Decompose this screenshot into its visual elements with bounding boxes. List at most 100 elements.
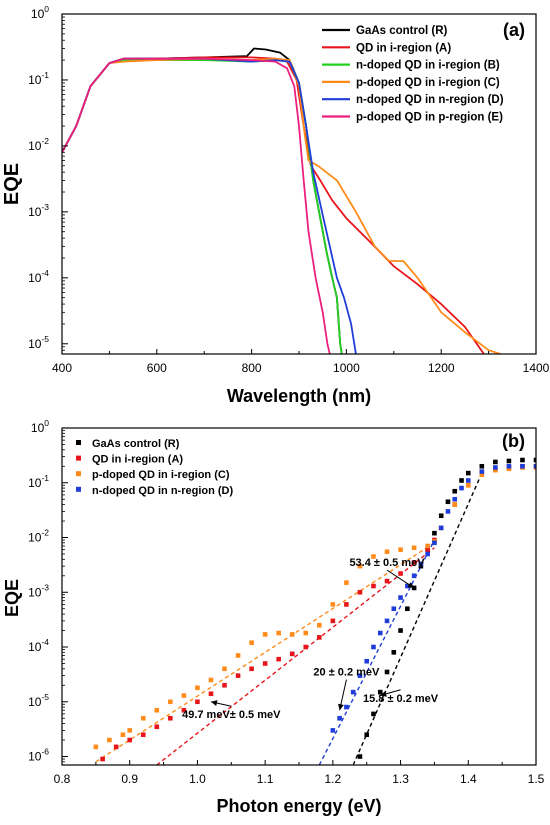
data-point-3-10 bbox=[398, 595, 403, 600]
data-point-3-8 bbox=[384, 618, 390, 624]
data-point-3-21 bbox=[479, 469, 485, 474]
data-point-0-4 bbox=[384, 669, 390, 675]
data-point-0-8 bbox=[411, 585, 417, 591]
data-point-1-24 bbox=[425, 547, 430, 552]
fit-line-2 bbox=[318, 539, 436, 765]
chart-panel-a: 400 600 800 1000 1200 1400 100 10-1 10-2 10-3 10-4… bbox=[1, 4, 550, 406]
data-point-2-0 bbox=[93, 744, 99, 750]
x-tick-label: 1.2 bbox=[325, 772, 342, 786]
legend-marker bbox=[76, 455, 81, 461]
data-point-2-14 bbox=[276, 630, 281, 636]
data-point-3-14 bbox=[425, 551, 430, 557]
data-point-3-6 bbox=[371, 644, 376, 650]
legend-label: QD in i-region (A) bbox=[92, 454, 183, 466]
data-point-3-2 bbox=[344, 704, 349, 710]
annotation-arrowhead bbox=[407, 582, 415, 588]
data-point-0-14 bbox=[452, 488, 458, 494]
legend: GaAs control (R) QD in i-region (A) n-dope… bbox=[322, 25, 504, 124]
data-point-2-25 bbox=[425, 543, 430, 549]
data-point-2-28 bbox=[452, 502, 458, 507]
annotation-label: 49.7 meV± 0.5 meV bbox=[182, 709, 281, 721]
fit-line-3 bbox=[352, 472, 483, 765]
y-tick-label: 10-4 bbox=[28, 268, 49, 285]
data-point-1-3 bbox=[140, 732, 146, 738]
x-tick-label: 1.0 bbox=[189, 772, 206, 786]
y-tick-label: 100 bbox=[31, 418, 49, 435]
data-point-3-1 bbox=[337, 715, 342, 721]
legend-label: GaAs control (R) bbox=[356, 25, 448, 37]
data-point-2-19 bbox=[344, 580, 349, 585]
data-point-2-16 bbox=[303, 630, 309, 636]
y-axis-label: EQE bbox=[2, 579, 22, 617]
data-point-1-23 bbox=[411, 560, 417, 565]
y-tick-label: 100 bbox=[31, 4, 49, 21]
y-tick-label: 10-3 bbox=[28, 582, 49, 599]
legend-label: QD in i-region (A) bbox=[356, 42, 451, 54]
data-point-1-8 bbox=[208, 691, 214, 697]
x-tick-label: 0.8 bbox=[54, 772, 71, 786]
x-tick-label: 0.9 bbox=[121, 772, 138, 786]
data-point-2-31 bbox=[493, 467, 498, 473]
data-point-2-10 bbox=[222, 666, 227, 672]
data-point-1-16 bbox=[317, 635, 322, 640]
plot-area bbox=[62, 47, 501, 354]
fit-line-1 bbox=[156, 547, 435, 765]
legend-label: n-doped QD in i-region (B) bbox=[356, 60, 500, 72]
y-tick-label: 10-1 bbox=[28, 70, 49, 87]
data-point-3-19 bbox=[459, 485, 464, 491]
x-tick-label: 1200 bbox=[428, 361, 455, 375]
data-point-2-21 bbox=[371, 554, 376, 559]
data-point-1-13 bbox=[276, 656, 281, 662]
data-point-3-13 bbox=[418, 561, 424, 567]
y-tick-label: 10-4 bbox=[28, 637, 49, 654]
data-point-3-15 bbox=[432, 540, 437, 546]
data-point-0-19 bbox=[506, 458, 512, 464]
x-tick-label: 1400 bbox=[523, 361, 550, 375]
data-point-2-20 bbox=[357, 563, 363, 569]
legend-label: GaAs control (R) bbox=[92, 438, 180, 450]
data-point-1-10 bbox=[235, 673, 241, 678]
legend-marker bbox=[76, 486, 81, 492]
data-point-3-18 bbox=[452, 496, 458, 502]
y-tick-label: 10-2 bbox=[28, 528, 49, 545]
data-point-3-4 bbox=[357, 673, 363, 678]
data-point-2-3 bbox=[127, 728, 133, 733]
data-point-1-2 bbox=[127, 737, 133, 743]
x-tick-label: 400 bbox=[52, 361, 72, 375]
data-point-1-21 bbox=[384, 578, 390, 584]
data-point-0-2 bbox=[371, 711, 376, 717]
y-axis-label: EQE bbox=[1, 163, 23, 205]
data-point-1-14 bbox=[289, 651, 295, 657]
annotation-arrowhead bbox=[380, 691, 387, 697]
series-line-4 bbox=[62, 57, 357, 354]
data-point-2-24 bbox=[411, 545, 417, 551]
x-tick-label: 1.4 bbox=[460, 772, 477, 786]
data-point-1-11 bbox=[249, 666, 254, 672]
data-point-3-16 bbox=[438, 525, 444, 531]
y-tick-label: 10-5 bbox=[28, 692, 49, 709]
y-tick-label: 10-2 bbox=[28, 136, 49, 153]
data-point-2-12 bbox=[249, 640, 254, 645]
data-point-3-3 bbox=[350, 689, 356, 695]
data-point-3-20 bbox=[465, 478, 471, 483]
series-line-5 bbox=[62, 57, 331, 354]
data-point-0-7 bbox=[405, 606, 410, 612]
y-tick-label: 10-5 bbox=[28, 334, 49, 351]
annotation-label: 20 ± 0.2 meV bbox=[313, 667, 380, 679]
data-point-0-12 bbox=[438, 513, 444, 519]
data-point-2-13 bbox=[262, 632, 268, 637]
data-point-2-30 bbox=[479, 472, 485, 478]
data-point-2-8 bbox=[195, 685, 200, 691]
y-tick-label: 10-1 bbox=[28, 473, 49, 490]
data-point-2-6 bbox=[168, 699, 173, 705]
annotation-arrowhead bbox=[337, 703, 344, 711]
data-point-2-4 bbox=[140, 715, 146, 721]
data-point-2-22 bbox=[384, 549, 390, 555]
data-point-1-4 bbox=[154, 724, 160, 730]
series-line-3 bbox=[62, 57, 501, 354]
legend-label: n-doped QD in n-region (D) bbox=[356, 94, 504, 106]
x-axis-label: Wavelength (nm) bbox=[227, 386, 371, 406]
data-point-1-0 bbox=[100, 756, 105, 762]
legend-label: p-doped QD in p-region (E) bbox=[356, 112, 503, 124]
data-point-1-7 bbox=[195, 699, 200, 705]
